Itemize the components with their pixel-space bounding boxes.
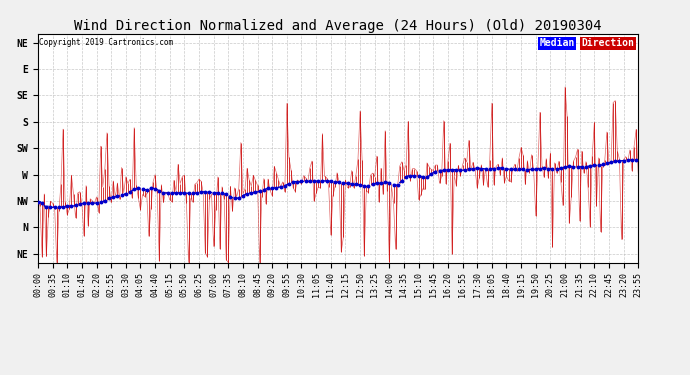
Text: Median: Median xyxy=(539,38,575,48)
Text: Copyright 2019 Cartronics.com: Copyright 2019 Cartronics.com xyxy=(39,38,173,47)
Text: Direction: Direction xyxy=(581,38,634,48)
Title: Wind Direction Normalized and Average (24 Hours) (Old) 20190304: Wind Direction Normalized and Average (2… xyxy=(75,19,602,33)
